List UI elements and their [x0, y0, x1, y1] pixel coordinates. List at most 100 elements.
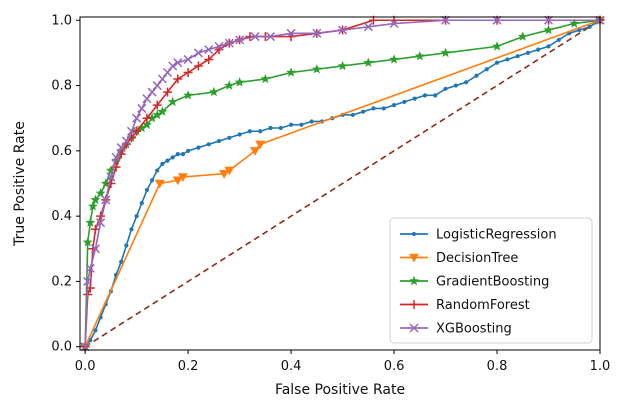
data-point: [255, 140, 266, 150]
data-point: [227, 135, 232, 140]
data-point: [543, 24, 554, 35]
data-point: [90, 224, 100, 234]
data-point: [587, 24, 592, 29]
data-point: [196, 145, 201, 150]
x-tick-label: 1.0: [590, 359, 611, 374]
data-point: [288, 122, 294, 127]
data-point: [183, 54, 193, 64]
data-point: [237, 132, 242, 137]
data-point: [157, 106, 168, 116]
y-tick-label: 0.2: [51, 274, 72, 289]
data-point: [175, 152, 180, 157]
data-point: [96, 218, 106, 228]
data-point: [219, 169, 230, 179]
data-point: [546, 44, 551, 49]
data-point: [234, 77, 245, 87]
data-point: [363, 22, 373, 32]
data-point: [208, 86, 219, 97]
legend-label: DecisionTree: [436, 251, 518, 266]
legend-item: XGBoosting: [400, 322, 512, 337]
data-point: [152, 81, 162, 91]
data-point: [111, 152, 121, 162]
data-point: [173, 58, 183, 68]
data-point: [142, 113, 152, 123]
data-point: [167, 96, 178, 107]
data-point: [132, 113, 142, 123]
data-point: [165, 158, 170, 163]
data-point: [83, 276, 93, 286]
data-point: [464, 80, 469, 85]
data-point: [525, 50, 531, 56]
data-point: [152, 109, 163, 120]
data-point: [309, 119, 314, 124]
data-point: [170, 155, 175, 160]
data-point: [149, 178, 155, 183]
data-point: [260, 73, 271, 84]
data-point: [172, 176, 183, 186]
x-tick-label: 0.0: [75, 359, 96, 374]
axes: 0.0 0.2 0.4 0.6 0.8 1.0 0.0 0.2 0.4 0.6 0.8 1.0: [51, 13, 610, 374]
legend: LogisticRegression DecisionTree GradientBo…: [389, 217, 593, 344]
data-point: [338, 25, 348, 35]
data-point: [363, 57, 374, 67]
legend-label: LogisticRegression: [436, 228, 557, 243]
y-tick-label: 0.6: [51, 144, 72, 159]
plot-frame: [79, 16, 601, 351]
series-xgboosting: [80, 15, 605, 352]
data-point: [105, 165, 116, 175]
data-point: [536, 47, 541, 52]
data-point: [101, 195, 111, 205]
data-point: [87, 201, 98, 211]
data-point: [129, 227, 134, 232]
data-point: [90, 244, 100, 254]
legend-item: LogisticRegression: [400, 228, 557, 243]
diagonal-reference-line: [84, 19, 601, 348]
data-point: [116, 143, 126, 153]
data-point: [173, 74, 183, 84]
data-point: [134, 214, 139, 219]
data-point: [517, 31, 528, 41]
data-point: [278, 125, 283, 131]
data-point: [350, 112, 355, 118]
data-point: [433, 93, 438, 98]
data-point: [180, 152, 186, 157]
data-point: [286, 67, 297, 77]
legend-item: DecisionTree: [400, 251, 518, 266]
data-point: [371, 106, 376, 111]
data-point: [147, 113, 158, 123]
data-point: [286, 28, 296, 38]
data-point: [515, 54, 520, 59]
x-tick-label: 0.8: [487, 359, 508, 374]
x-tick-label: 0.6: [384, 359, 405, 374]
legend-marker: [409, 300, 419, 309]
data-point: [85, 217, 96, 227]
y-tick-label: 0.4: [51, 209, 72, 224]
data-point: [381, 106, 386, 111]
data-point: [124, 243, 129, 248]
data-point: [177, 173, 188, 182]
data-point: [204, 45, 214, 55]
data-point: [440, 47, 451, 58]
data-point: [136, 122, 147, 133]
data-point: [453, 83, 458, 88]
data-point: [193, 61, 203, 71]
data-point: [250, 147, 261, 156]
data-point: [160, 161, 165, 167]
data-point: [224, 80, 235, 90]
data-point: [224, 38, 234, 48]
legend-marker: [409, 275, 419, 286]
data-point: [95, 188, 106, 198]
data-point: [163, 87, 173, 97]
data-point: [224, 166, 235, 176]
data-point: [204, 54, 214, 64]
data-point: [569, 18, 580, 28]
data-point: [157, 74, 167, 84]
legend-item: GradientBoosting: [400, 275, 549, 290]
data-point: [90, 194, 101, 205]
data-point: [193, 48, 203, 58]
data-point: [492, 15, 502, 25]
data-point: [183, 90, 194, 100]
x-axis-label: False Positive Rate: [275, 382, 405, 398]
